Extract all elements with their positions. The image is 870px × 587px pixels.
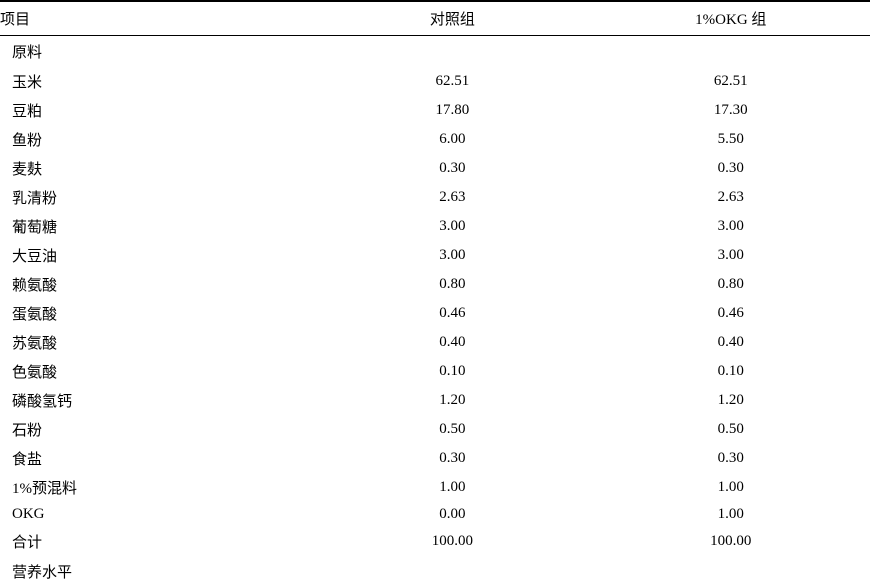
row-value-okg: 0.46 <box>592 299 870 328</box>
row-value-okg: 0.80 <box>592 270 870 299</box>
row-value-okg: 2.63 <box>592 183 870 212</box>
row-label: 色氨酸 <box>0 357 313 386</box>
row-label: 鱼粉 <box>0 125 313 154</box>
row-label: 麦麸 <box>0 154 313 183</box>
column-header-item: 项目 <box>0 1 313 36</box>
row-value-okg: 3.00 <box>592 241 870 270</box>
row-label: 葡萄糖 <box>0 212 313 241</box>
row-value-control: 0.10 <box>313 357 591 386</box>
row-value-control: 1.00 <box>313 473 591 502</box>
row-label: 赖氨酸 <box>0 270 313 299</box>
row-label: 大豆油 <box>0 241 313 270</box>
row-value-okg: 1.00 <box>592 473 870 502</box>
row-label: 1%预混料 <box>0 473 313 502</box>
row-value-okg: 0.40 <box>592 328 870 357</box>
column-header-okg: 1%OKG 组 <box>592 1 870 36</box>
table-row: 大豆油 3.00 3.00 <box>0 241 870 270</box>
row-label: 食盐 <box>0 444 313 473</box>
table-row: 食盐 0.30 0.30 <box>0 444 870 473</box>
row-value-okg: 1.00 <box>592 502 870 527</box>
row-label: OKG <box>0 502 313 527</box>
table-row: 葡萄糖 3.00 3.00 <box>0 212 870 241</box>
row-value-okg: 17.30 <box>592 96 870 125</box>
row-value-control: 17.80 <box>313 96 591 125</box>
table-row-total: 合计 100.00 100.00 <box>0 527 870 556</box>
table-row: 蛋氨酸 0.46 0.46 <box>0 299 870 328</box>
row-value-okg: 0.30 <box>592 444 870 473</box>
row-value-control: 3.00 <box>313 241 591 270</box>
column-header-control: 对照组 <box>313 1 591 36</box>
row-value-control: 6.00 <box>313 125 591 154</box>
table-row: 苏氨酸 0.40 0.40 <box>0 328 870 357</box>
table-row: 1%预混料 1.00 1.00 <box>0 473 870 502</box>
row-value-control: 0.00 <box>313 502 591 527</box>
row-label: 玉米 <box>0 67 313 96</box>
table-row: 赖氨酸 0.80 0.80 <box>0 270 870 299</box>
row-value-control: 2.63 <box>313 183 591 212</box>
section-title: 营养水平 <box>0 556 870 587</box>
table-row: 石粉 0.50 0.50 <box>0 415 870 444</box>
table-row: 色氨酸 0.10 0.10 <box>0 357 870 386</box>
ingredients-table: 项目 对照组 1%OKG 组 原料 玉米 62.51 62.51 豆粕 17.8… <box>0 0 870 587</box>
row-value-okg: 1.20 <box>592 386 870 415</box>
row-value-control: 0.30 <box>313 154 591 183</box>
table-header-row: 项目 对照组 1%OKG 组 <box>0 1 870 36</box>
table-row: 磷酸氢钙 1.20 1.20 <box>0 386 870 415</box>
row-value-control: 100.00 <box>313 527 591 556</box>
row-value-okg: 5.50 <box>592 125 870 154</box>
table-row: 豆粕 17.80 17.30 <box>0 96 870 125</box>
row-label: 豆粕 <box>0 96 313 125</box>
row-label: 蛋氨酸 <box>0 299 313 328</box>
row-label: 石粉 <box>0 415 313 444</box>
row-value-control: 62.51 <box>313 67 591 96</box>
row-value-control: 0.40 <box>313 328 591 357</box>
section-header-raw-materials: 原料 <box>0 36 870 68</box>
row-label: 苏氨酸 <box>0 328 313 357</box>
table-row: 玉米 62.51 62.51 <box>0 67 870 96</box>
row-value-control: 3.00 <box>313 212 591 241</box>
row-value-okg: 0.50 <box>592 415 870 444</box>
table-row: 鱼粉 6.00 5.50 <box>0 125 870 154</box>
row-value-control: 1.20 <box>313 386 591 415</box>
row-value-control: 0.46 <box>313 299 591 328</box>
row-value-control: 0.80 <box>313 270 591 299</box>
row-value-control: 0.50 <box>313 415 591 444</box>
row-value-control: 0.30 <box>313 444 591 473</box>
row-value-okg: 3.00 <box>592 212 870 241</box>
row-value-okg: 62.51 <box>592 67 870 96</box>
row-value-okg: 0.10 <box>592 357 870 386</box>
row-value-okg: 100.00 <box>592 527 870 556</box>
row-label: 合计 <box>0 527 313 556</box>
table-row: 乳清粉 2.63 2.63 <box>0 183 870 212</box>
row-label: 磷酸氢钙 <box>0 386 313 415</box>
table-body: 原料 玉米 62.51 62.51 豆粕 17.80 17.30 鱼粉 6.00… <box>0 36 870 587</box>
table-row: OKG 0.00 1.00 <box>0 502 870 527</box>
section-title: 原料 <box>0 36 870 68</box>
row-value-okg: 0.30 <box>592 154 870 183</box>
section-header-nutrition: 营养水平 <box>0 556 870 587</box>
table-row: 麦麸 0.30 0.30 <box>0 154 870 183</box>
row-label: 乳清粉 <box>0 183 313 212</box>
